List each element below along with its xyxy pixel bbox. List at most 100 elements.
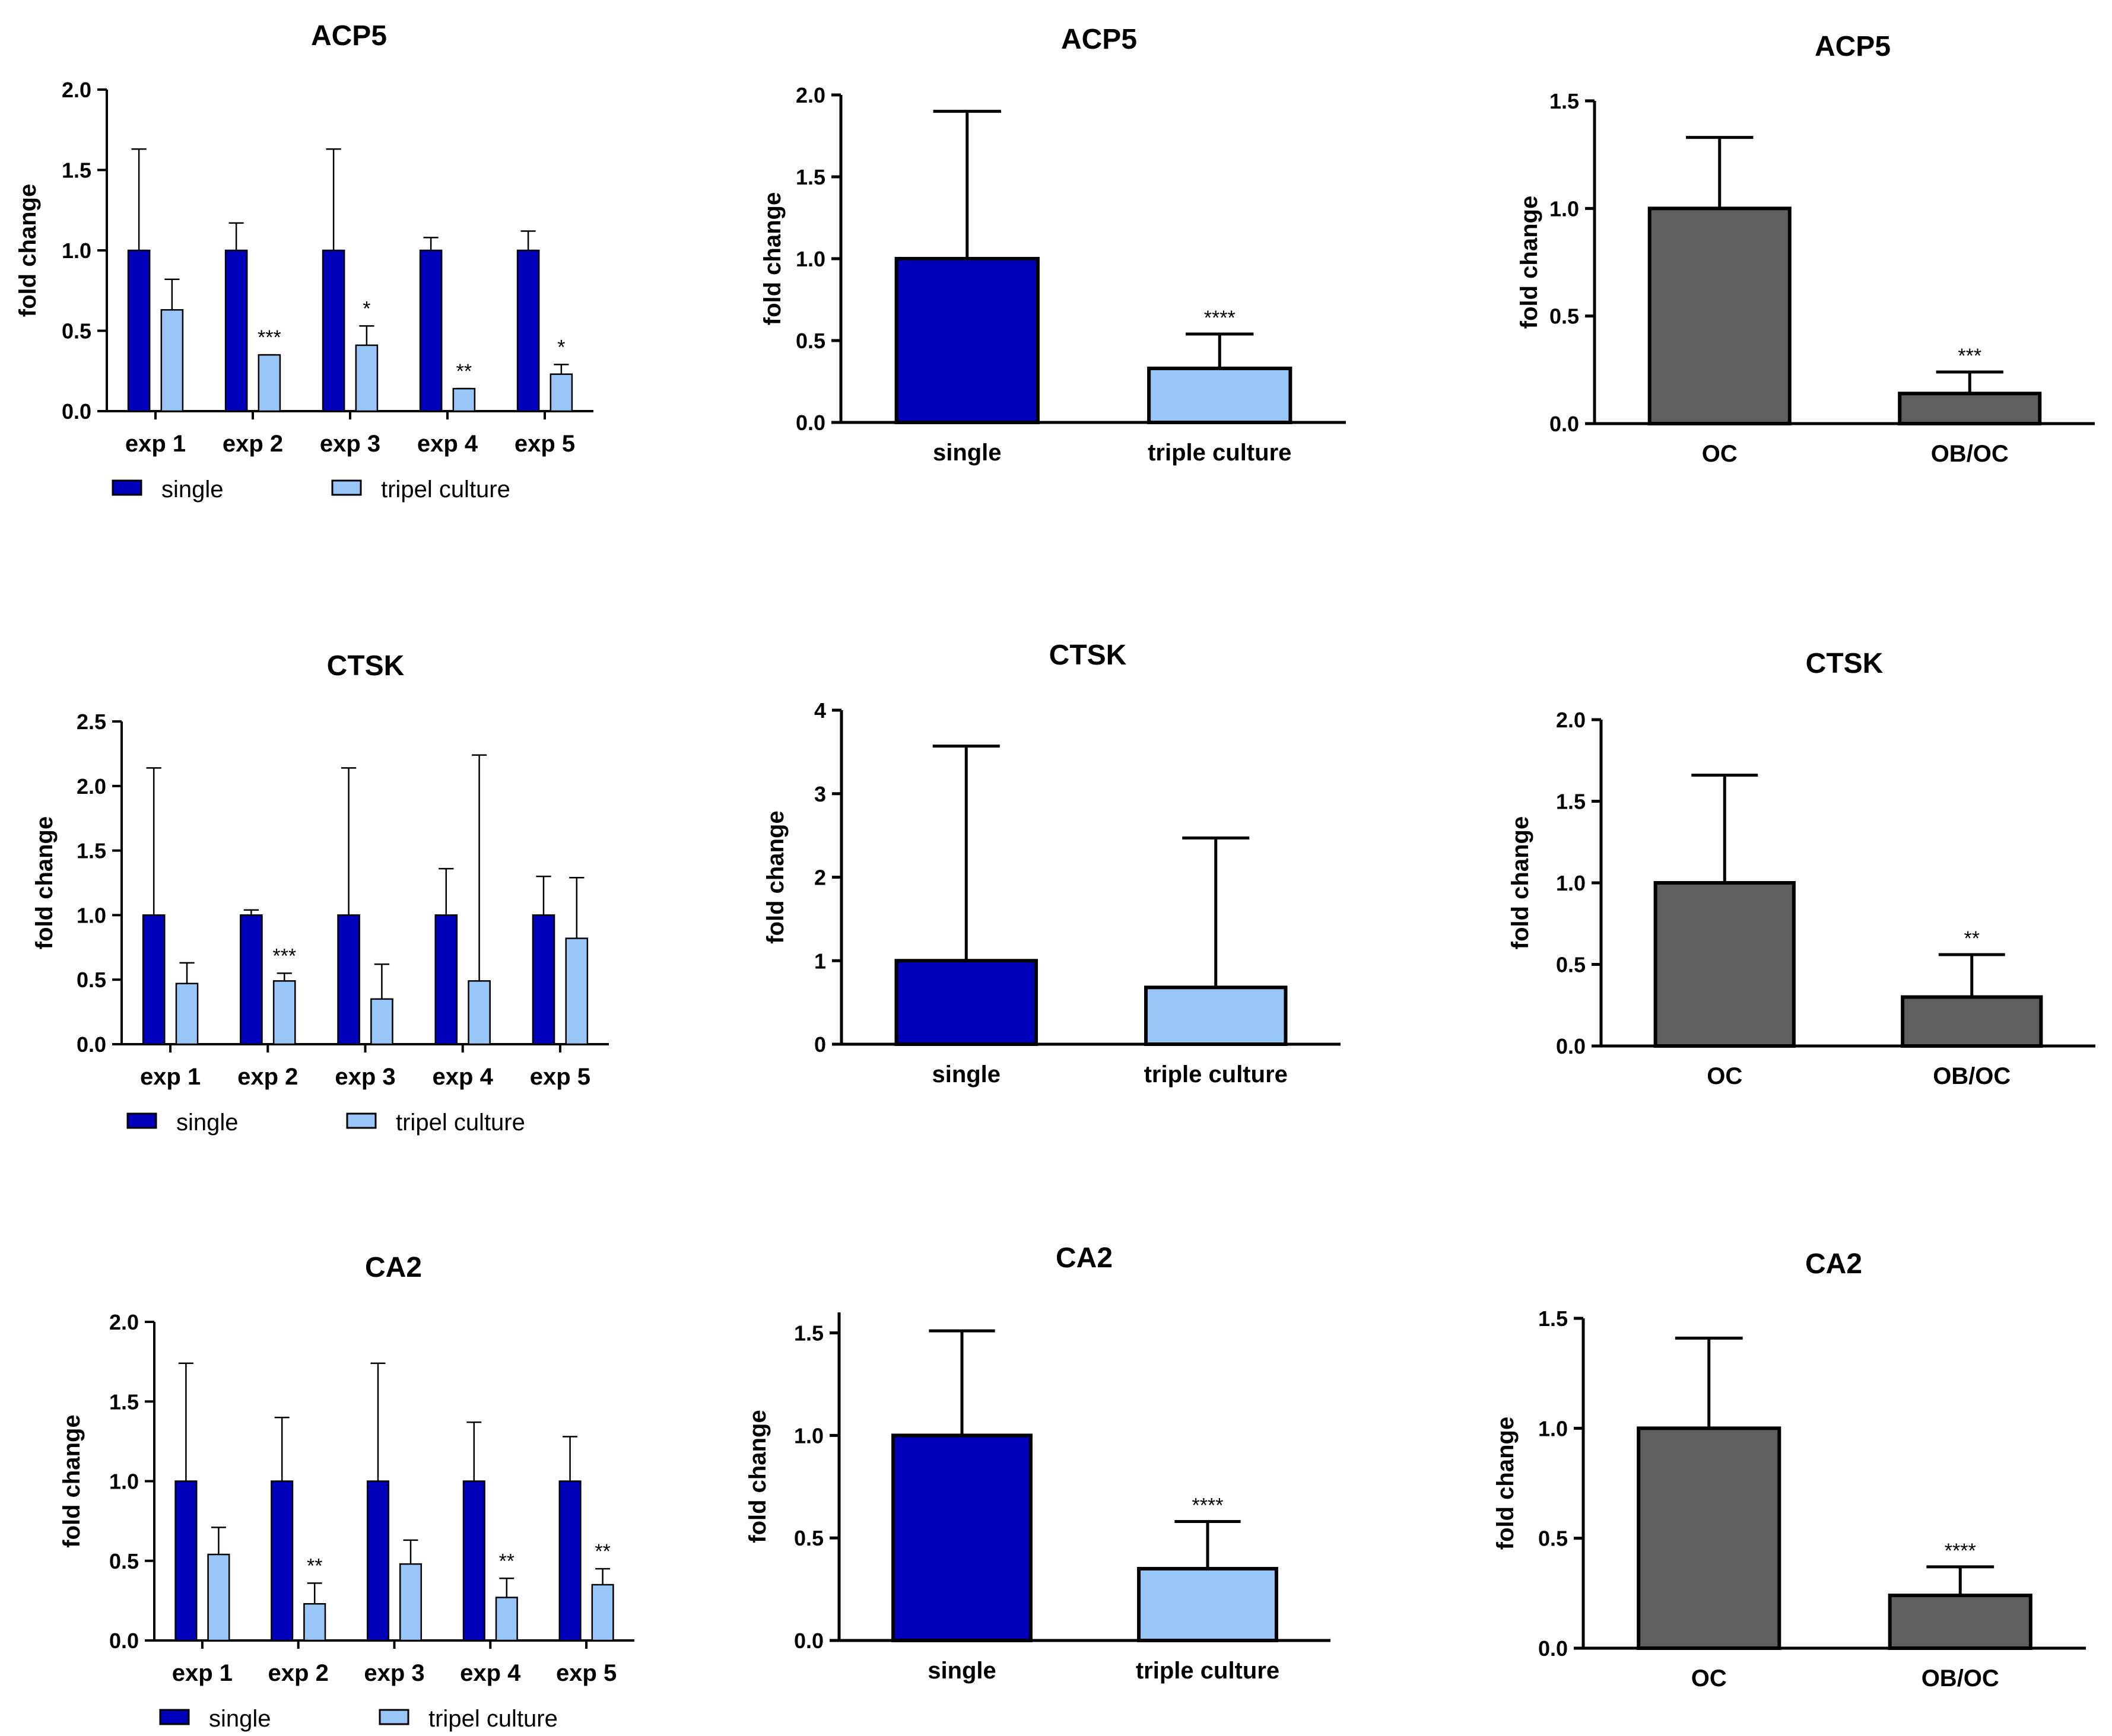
y-tick-label: 1.0	[796, 247, 825, 271]
y-tick-label: 0.5	[62, 319, 91, 344]
x-tick-label: OB/OC	[1922, 1665, 1999, 1692]
x-tick-label: OC	[1702, 441, 1738, 467]
bar-tripel-culture	[355, 344, 379, 412]
bar-single	[322, 249, 345, 412]
bar-tripel-culture	[399, 1563, 423, 1642]
x-tick-label: exp 2	[237, 1064, 298, 1090]
bar-single	[127, 249, 151, 412]
bar-triple-culture	[1144, 985, 1288, 1047]
significance-label: ***	[1958, 345, 1981, 367]
x-tick-label: exp 1	[125, 431, 186, 457]
significance-label: ***	[272, 945, 296, 967]
y-axis-label: fold change	[1516, 196, 1542, 329]
chart-panel-acp5-exp: ACP5 fold change 0.0 0.5 1.0 1.5 2.0 exp 1 exp 2…	[15, 20, 593, 503]
bar-tripel-culture	[468, 980, 491, 1045]
bar-triple-culture	[1147, 366, 1292, 424]
bar-tripel-culture	[258, 354, 281, 412]
y-tick-label: 1.5	[109, 1390, 139, 1414]
significance-label: **	[1964, 927, 1980, 950]
x-tick-label: exp 5	[514, 431, 575, 457]
chart-panel-ctsk-sum: CTSK fold change 0 1 2 3 4 single triple culture	[763, 640, 1341, 1088]
legend-label: tripel culture	[396, 1109, 525, 1136]
bar-single	[174, 1480, 198, 1642]
x-tick-label: OC	[1691, 1665, 1727, 1692]
y-tick-label: 0.0	[794, 1629, 824, 1653]
y-tick-label: 1.5	[77, 839, 106, 863]
legend-swatch	[126, 1112, 157, 1129]
chart-title: CA2	[365, 1252, 422, 1283]
y-tick-label: 1.0	[794, 1423, 824, 1448]
significance-label: **	[456, 360, 472, 383]
y-tick-label: 2.0	[62, 78, 91, 102]
x-tick-label: triple culture	[1144, 1061, 1288, 1088]
bar-oc	[1647, 206, 1792, 425]
y-axis-label: fold change	[1492, 1417, 1519, 1550]
y-tick-label: 2.0	[109, 1310, 139, 1334]
bar-single	[224, 249, 248, 412]
x-tick-label: exp 1	[140, 1064, 201, 1090]
chart-title: CTSK	[327, 650, 405, 682]
bar-single	[419, 249, 443, 412]
bar-single	[337, 914, 360, 1045]
y-tick-label: 0.0	[1538, 1636, 1568, 1661]
bar-tripel-culture	[591, 1584, 614, 1642]
y-axis-label: fold change	[31, 816, 58, 949]
significance-label: *	[363, 297, 370, 320]
bar-tripel-culture	[175, 983, 199, 1045]
y-tick-label: 0.5	[77, 968, 106, 992]
bar-single	[434, 914, 458, 1045]
y-axis-label: fold change	[59, 1414, 85, 1547]
x-tick-label: exp 2	[223, 431, 283, 457]
bar-ob-oc	[1888, 1594, 2032, 1651]
bar-ob-oc	[1901, 995, 2043, 1048]
y-tick-label: 1.0	[1538, 1416, 1568, 1441]
y-tick-label: 4	[814, 698, 826, 723]
bar-tripel-culture	[550, 373, 573, 412]
bar-tripel-culture	[303, 1603, 326, 1642]
chart-title: CTSK	[1806, 648, 1884, 679]
y-tick-label: 0.5	[1538, 1527, 1568, 1551]
y-tick-label: 1.0	[109, 1470, 139, 1494]
y-tick-label: 1.0	[1549, 196, 1579, 221]
legend-label: single	[209, 1706, 271, 1732]
y-tick-label: 1	[814, 949, 826, 973]
y-axis-label: fold change	[760, 192, 786, 325]
significance-label: **	[499, 1550, 514, 1572]
bar-oc	[1653, 881, 1796, 1048]
legend-swatch	[379, 1709, 409, 1725]
chart-title: ACP5	[311, 20, 387, 52]
bar-tripel-culture	[370, 998, 393, 1045]
y-tick-label: 1.5	[794, 1321, 824, 1346]
significance-label: *	[557, 336, 565, 358]
x-tick-label: single	[928, 1658, 996, 1684]
bar-tripel-culture	[452, 387, 476, 412]
x-tick-label: exp 5	[556, 1660, 617, 1686]
x-tick-label: exp 5	[530, 1064, 590, 1090]
y-tick-label: 1.5	[796, 165, 825, 189]
bar-single	[366, 1480, 390, 1642]
legend-swatch	[331, 479, 362, 496]
x-tick-label: OC	[1707, 1063, 1742, 1089]
y-tick-label: 1.5	[1549, 89, 1579, 113]
y-tick-label: 0.5	[109, 1549, 139, 1573]
y-tick-label: 0.0	[1556, 1034, 1586, 1058]
bar-tripel-culture	[495, 1597, 518, 1642]
y-tick-label: 2.0	[796, 83, 825, 107]
chart-title: ACP5	[1815, 31, 1891, 62]
y-axis-label: fold change	[745, 1410, 771, 1543]
significance-label: ***	[258, 326, 281, 349]
y-tick-label: 0.0	[62, 399, 91, 424]
chart-title: CTSK	[1049, 640, 1127, 671]
significance-label: **	[307, 1554, 322, 1577]
significance-label: **	[595, 1540, 610, 1563]
y-tick-label: 2.0	[1556, 708, 1586, 732]
x-tick-label: exp 3	[320, 431, 380, 457]
y-tick-label: 0.0	[77, 1032, 106, 1057]
legend-label: single	[161, 476, 224, 503]
y-tick-label: 1.0	[1556, 871, 1586, 895]
y-tick-label: 0.5	[1556, 953, 1586, 977]
chart-title: ACP5	[1061, 24, 1137, 55]
bar-single	[516, 249, 540, 412]
y-tick-label: 1.5	[1538, 1306, 1568, 1331]
